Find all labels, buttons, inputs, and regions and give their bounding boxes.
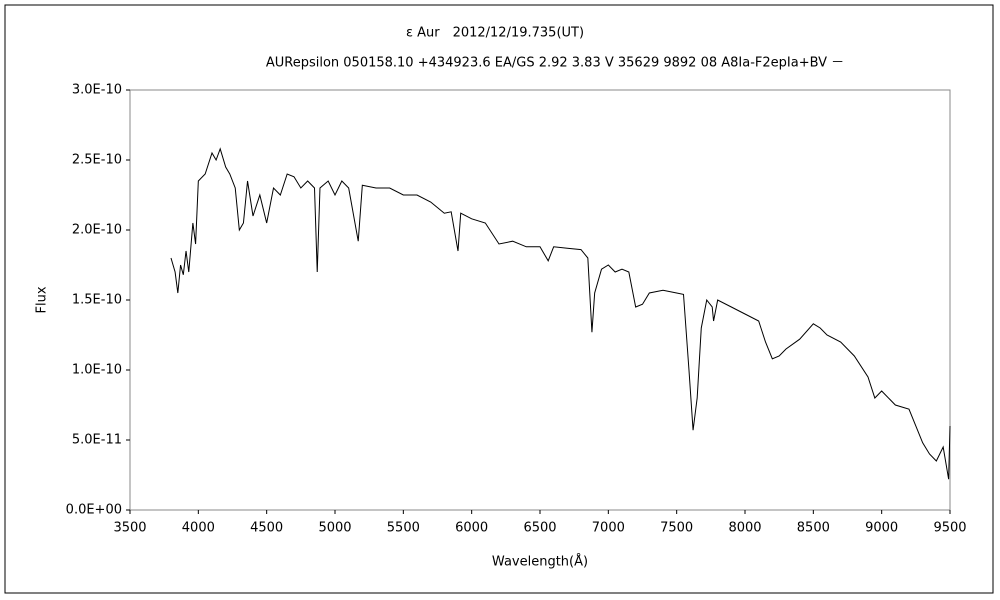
- y-tick-label: 2.5E-10: [72, 153, 122, 168]
- spectrum-line: [170, 147, 951, 480]
- plot-frame: [129, 89, 951, 511]
- x-tick-label: 7000: [592, 521, 625, 536]
- chart-title: ε Aur 2012/12/19.735(UT): [406, 26, 584, 41]
- y-tick-label: 1.0E-10: [72, 363, 122, 378]
- x-tick-label: 5000: [318, 521, 351, 536]
- x-tick-label: 9000: [865, 521, 898, 536]
- x-tick-label: 4500: [250, 521, 283, 536]
- x-tick-label: 6000: [455, 521, 488, 536]
- x-tick-label: 9500: [933, 521, 966, 536]
- x-tick-label: 4000: [182, 521, 215, 536]
- chart-subtitle: AURepsilon 050158.10 +434923.6 EA/GS 2.9…: [266, 56, 844, 71]
- y-axis-label: Flux: [35, 286, 50, 313]
- y-tick-label: 1.5E-10: [72, 293, 122, 308]
- x-tick-label: 5500: [387, 521, 420, 536]
- y-tick-label: 3.0E-10: [72, 83, 122, 98]
- x-axis-label: Wavelength(Å): [492, 554, 588, 570]
- x-tick-label: 3500: [113, 521, 146, 536]
- x-tick-label: 8500: [797, 521, 830, 536]
- y-tick-label: 5.0E-11: [72, 433, 122, 448]
- x-tick-label: 8000: [728, 521, 761, 536]
- y-tick-label: 0.0E+00: [66, 503, 122, 518]
- x-tick-label: 7500: [660, 521, 693, 536]
- x-tick-label: 6500: [523, 521, 556, 536]
- y-tick-label: 2.0E-10: [72, 223, 122, 238]
